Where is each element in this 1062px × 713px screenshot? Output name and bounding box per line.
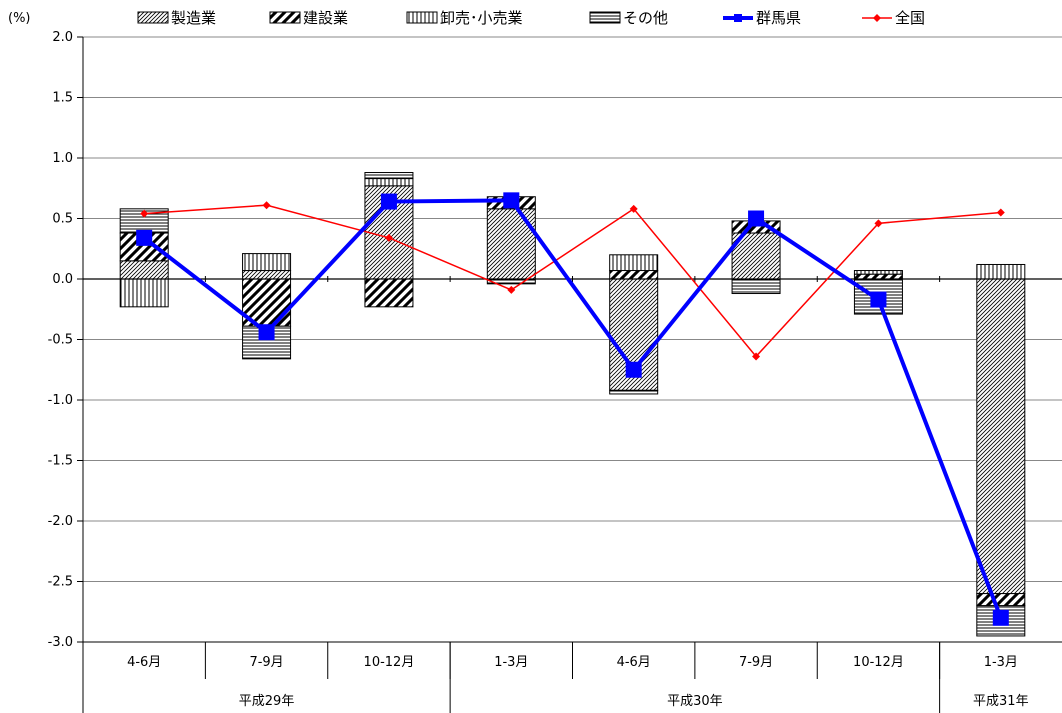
year-group-label: 平成30年 xyxy=(667,694,723,709)
marker-square xyxy=(870,291,887,308)
marker-square xyxy=(136,229,153,246)
legend-marker xyxy=(873,14,881,22)
series-lines xyxy=(136,192,1009,626)
y-tick-labels: 2.0 1.5 1.0 0.5 0.0 -0.5 -1.0 -1.5 -2.0 -2.5 -3.0 xyxy=(48,30,73,650)
bar-segment xyxy=(364,172,414,180)
legend-swatch xyxy=(269,11,301,24)
marker-diamond xyxy=(262,201,271,210)
bar-segment xyxy=(976,278,1026,595)
bar-segment xyxy=(976,263,1026,280)
marker-diamond xyxy=(140,209,149,218)
year-group-label: 平成31年 xyxy=(973,694,1029,709)
y-tick-label: -0.5 xyxy=(48,333,73,348)
bar-segment xyxy=(609,389,659,395)
bar-segment xyxy=(976,593,1026,607)
y-tick-label: 1.0 xyxy=(52,151,73,166)
marker-square xyxy=(258,324,275,341)
x-category-labels: 4-6月 7-9月 10-12月 1-3月 4-6月 7-9月 10-12月 1-3月平成29… xyxy=(127,655,1029,709)
legend-label: 全国 xyxy=(895,9,925,27)
bar-segment xyxy=(119,260,169,280)
legend-swatch xyxy=(406,11,438,24)
marker-square xyxy=(992,609,1009,626)
y-tick-label: 1.5 xyxy=(52,91,73,106)
x-category-label: 7-9月 xyxy=(249,655,283,670)
marker-diamond xyxy=(629,204,638,213)
bar-segment xyxy=(853,273,903,280)
x-category-label: 1-3月 xyxy=(984,655,1018,670)
legend-label: 群馬県 xyxy=(756,9,801,27)
bar-segment xyxy=(609,254,659,272)
x-category-label: 4-6月 xyxy=(127,655,161,670)
legend-label: 卸売･小売業 xyxy=(440,9,523,27)
marker-diamond xyxy=(507,285,516,294)
legend-swatch xyxy=(589,11,621,24)
series-line xyxy=(144,204,1001,358)
bar-segment xyxy=(242,253,292,272)
year-group-label: 平成29年 xyxy=(239,694,295,709)
bar-segment xyxy=(364,278,414,308)
bars xyxy=(119,172,1026,637)
marker-square xyxy=(625,361,642,378)
y-tick-label: -2.5 xyxy=(48,575,73,590)
marker-square xyxy=(503,192,520,209)
legend-label: 製造業 xyxy=(171,9,216,27)
bar-segment xyxy=(731,278,781,295)
gridlines xyxy=(77,36,1062,643)
marker-diamond xyxy=(752,352,761,361)
bar-segment xyxy=(609,270,659,280)
unit-label: (%) xyxy=(8,11,31,26)
x-category-label: 10-12月 xyxy=(853,655,904,670)
y-tick-label: -3.0 xyxy=(48,635,73,650)
y-tick-label: 2.0 xyxy=(52,30,73,45)
marker-diamond xyxy=(874,219,883,228)
x-category-label: 1-3月 xyxy=(494,655,528,670)
marker-square xyxy=(748,210,765,227)
bar-segment xyxy=(486,208,536,280)
axes xyxy=(82,37,1062,713)
x-category-label: 7-9月 xyxy=(739,655,773,670)
marker-diamond xyxy=(996,208,1005,217)
legend-label: 建設業 xyxy=(303,9,348,27)
x-category-label: 10-12月 xyxy=(364,655,415,670)
series-line xyxy=(142,198,1003,619)
marker-square xyxy=(380,193,397,210)
legend-marker xyxy=(734,14,742,22)
bar-segment xyxy=(364,178,414,187)
y-tick-label: -2.0 xyxy=(48,514,73,529)
bar-segment xyxy=(119,278,169,308)
y-tick-label: -1.0 xyxy=(48,393,73,408)
legend: 製造業 建設業 卸売･小売業 その他 群馬県 全国 xyxy=(137,9,925,27)
y-tick-label: -1.5 xyxy=(48,454,73,469)
bar-segment xyxy=(242,270,292,280)
y-tick-label: 0.5 xyxy=(52,212,73,227)
marker-diamond xyxy=(384,233,393,242)
bar-segment xyxy=(853,270,903,275)
x-category-label: 4-6月 xyxy=(617,655,651,670)
legend-label: その他 xyxy=(623,9,668,27)
legend-swatch xyxy=(137,11,169,24)
y-tick-label: 0.0 xyxy=(52,272,73,287)
